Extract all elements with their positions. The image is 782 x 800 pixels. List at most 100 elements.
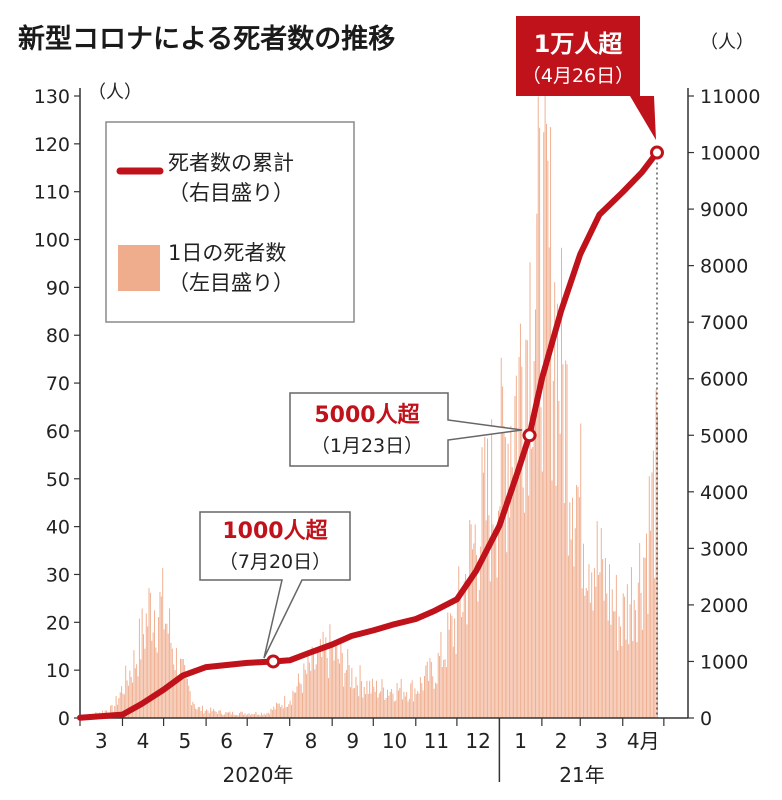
annotation-1000-callout (199, 511, 351, 659)
daily-deaths-bar (136, 664, 138, 718)
left-tick-label: 110 (34, 182, 70, 204)
daily-deaths-bar (278, 703, 280, 718)
daily-deaths-bar (606, 593, 608, 718)
daily-deaths-bar (137, 676, 139, 718)
daily-deaths-bar (433, 688, 435, 718)
daily-deaths-bar (609, 564, 610, 718)
annotation-10000-date: （4月26日） (522, 65, 634, 87)
daily-deaths-bar (614, 611, 616, 718)
daily-deaths-bar (628, 644, 630, 718)
daily-deaths-bar (311, 646, 313, 718)
daily-deaths-bar (551, 480, 553, 718)
daily-deaths-bar (119, 692, 121, 718)
month-label: 1 (514, 729, 527, 753)
daily-deaths-bar (387, 689, 388, 718)
daily-deaths-bar (381, 679, 383, 718)
daily-deaths-bar (343, 686, 345, 718)
daily-deaths-bar (629, 604, 631, 718)
daily-deaths-bar (550, 127, 552, 718)
daily-deaths-bar (419, 677, 421, 718)
daily-deaths-bar (317, 652, 319, 718)
daily-deaths-bar (565, 360, 567, 718)
daily-deaths-bar (488, 515, 490, 718)
daily-deaths-bar (476, 555, 478, 718)
daily-deaths-bar (145, 613, 147, 718)
daily-deaths-bar (382, 687, 384, 718)
daily-deaths-bar (484, 436, 486, 718)
daily-deaths-bar (322, 631, 324, 718)
left-tick-label: 10 (46, 660, 70, 682)
daily-deaths-bar (618, 616, 620, 718)
daily-deaths-bar (269, 714, 271, 718)
daily-deaths-bar (408, 698, 410, 718)
daily-deaths-bar (289, 700, 291, 718)
daily-deaths-bar (640, 592, 642, 718)
daily-deaths-bar (240, 711, 242, 718)
daily-deaths-bar (459, 593, 461, 718)
daily-deaths-bar (210, 707, 212, 718)
left-tick-label: 70 (46, 373, 70, 395)
daily-deaths-bar (325, 637, 327, 718)
daily-deaths-bar (477, 601, 479, 718)
daily-deaths-bar (463, 581, 465, 718)
daily-deaths-bar (291, 704, 293, 718)
daily-deaths-bar (577, 486, 579, 718)
daily-deaths-bar (225, 712, 227, 718)
daily-deaths-bar (310, 670, 312, 718)
daily-deaths-bar (238, 713, 240, 718)
daily-deaths-bar (547, 160, 549, 718)
daily-deaths-bar (450, 613, 452, 718)
daily-deaths-bar (341, 652, 343, 718)
daily-deaths-bar (315, 664, 317, 718)
daily-deaths-bar (585, 587, 587, 718)
annotation-5000: 5000人超 （1月23日） (289, 392, 523, 467)
daily-deaths-bar (318, 647, 320, 718)
daily-deaths-bar (508, 517, 510, 718)
month-label: 6 (220, 729, 233, 753)
daily-deaths-bar (452, 646, 454, 718)
left-tick-label: 0 (58, 708, 70, 730)
daily-deaths-bar (539, 127, 541, 718)
daily-deaths-bar (399, 687, 401, 718)
month-label: 3 (595, 729, 608, 753)
daily-deaths-bar (600, 528, 602, 718)
daily-deaths-bar (351, 668, 353, 718)
daily-deaths-bar (493, 541, 495, 718)
daily-deaths-bar (556, 303, 558, 718)
daily-deaths-bar (589, 602, 591, 718)
milestone-points (266, 145, 664, 669)
daily-deaths-bar (193, 704, 195, 718)
daily-deaths-bar (558, 400, 560, 718)
daily-deaths-bar (319, 639, 321, 718)
daily-deaths-bar (367, 694, 369, 718)
daily-deaths-bar (603, 600, 605, 718)
daily-deaths-bar (403, 691, 405, 718)
daily-deaths-bar (456, 597, 458, 718)
right-tick-label: 10000 (700, 143, 760, 165)
daily-deaths-bar (507, 443, 509, 718)
daily-deaths-bar (160, 596, 162, 718)
daily-deaths-bar (480, 546, 482, 718)
daily-deaths-bar (204, 710, 206, 718)
legend-line-label: 死者数の累計 (168, 151, 294, 175)
daily-deaths-bar (326, 658, 328, 718)
daily-deaths-bar (151, 640, 153, 718)
daily-deaths-bar (485, 520, 487, 718)
daily-deaths-bar (163, 629, 165, 718)
daily-deaths-bar (126, 680, 128, 718)
daily-deaths-bar (312, 648, 314, 718)
daily-deaths-bar (374, 691, 376, 718)
daily-deaths-bar (197, 707, 199, 718)
daily-deaths-bar (244, 713, 246, 718)
daily-deaths-bar (266, 713, 268, 718)
daily-deaths-bar (122, 693, 124, 718)
daily-deaths-bar (196, 709, 198, 718)
daily-deaths-bar (467, 585, 469, 718)
daily-deaths-bar (350, 687, 351, 718)
daily-deaths-bar (380, 691, 382, 718)
daily-deaths-bar (256, 714, 258, 718)
daily-deaths-bar (615, 574, 617, 718)
daily-deaths-bar (651, 472, 653, 718)
annotation-1000-date: （7月20日） (219, 551, 331, 573)
